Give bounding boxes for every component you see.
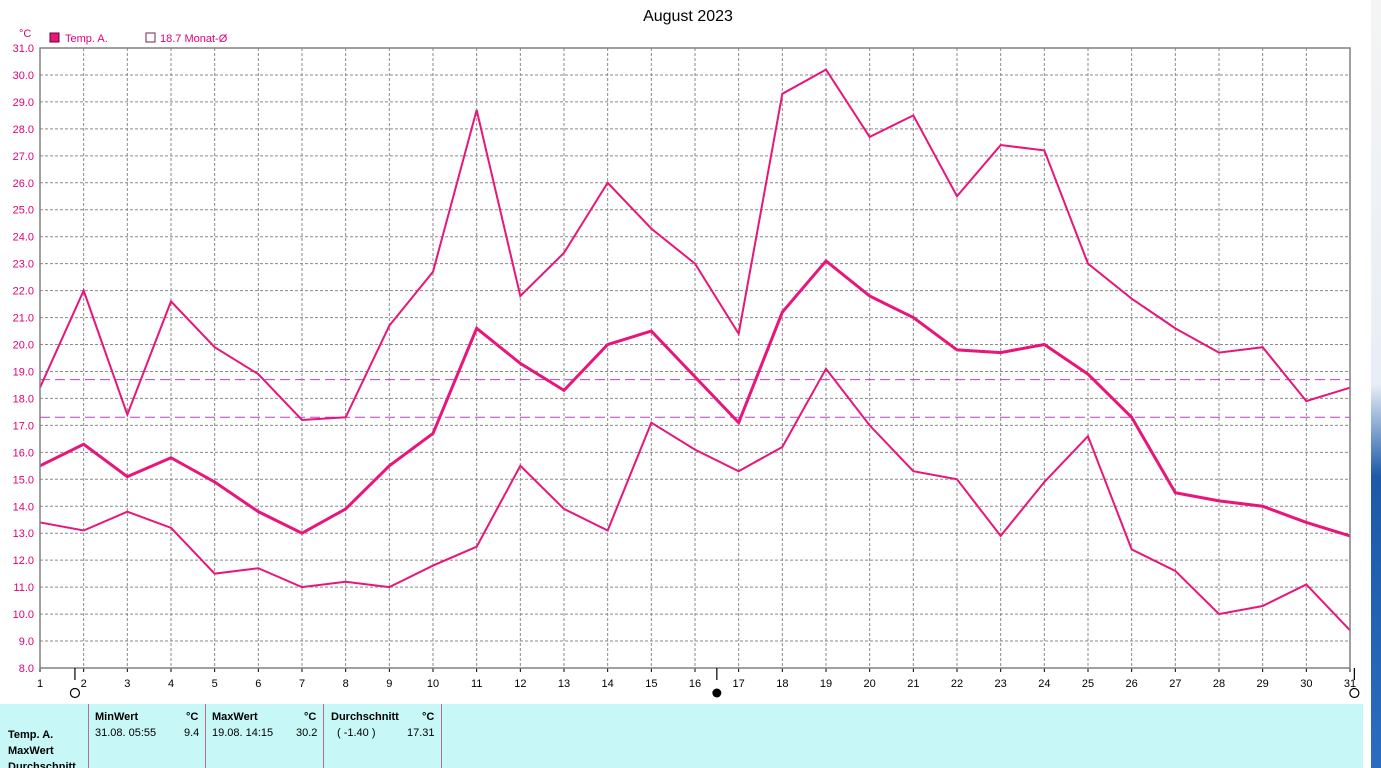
x-tick-label: 7 <box>299 678 305 690</box>
y-tick-label: 10.0 <box>13 609 34 621</box>
x-tick-label: 31 <box>1344 678 1356 690</box>
min-datetime: 31.08. 05:55 <box>95 727 157 739</box>
grid <box>40 48 1350 668</box>
new-moon-icon <box>712 688 722 698</box>
y-tick-label: 29.0 <box>13 97 34 109</box>
max-unit: °C <box>304 711 317 723</box>
y-tick-label: 28.0 <box>13 124 34 136</box>
plot-frame <box>39 47 1351 669</box>
full-moon-icon <box>1349 687 1360 699</box>
chart-title: August 2023 <box>643 8 733 25</box>
y-tick-label: 31.0 <box>13 43 34 55</box>
legend: Temp. A. 18.7 Monat-Ø <box>49 32 228 45</box>
x-tick-label: 18 <box>776 678 788 690</box>
moon-markers <box>69 687 1360 699</box>
x-tick-label: 19 <box>820 678 832 690</box>
x-tick-label: 9 <box>386 678 392 690</box>
x-tick-label: 8 <box>343 678 349 690</box>
x-tick-label: 16 <box>689 678 701 690</box>
tick-labels: 8.09.010.011.012.013.014.015.016.017.018… <box>13 43 1357 690</box>
y-tick-label: 22.0 <box>13 286 34 298</box>
y-tick-label: 27.0 <box>13 151 34 163</box>
x-tick-label: 12 <box>514 678 526 690</box>
y-tick-label: 15.0 <box>13 474 34 486</box>
max-value: 30.2 <box>296 727 318 739</box>
x-tick-label: 11 <box>471 678 482 690</box>
avg-header: Durchschnitt <box>331 711 399 723</box>
y-tick-label: 18.0 <box>13 393 34 405</box>
x-tick-label: 26 <box>1126 678 1138 690</box>
axes <box>39 47 1355 680</box>
stats-panel: Temp. A. MaxWert Durchschnitt MinWert °C… <box>0 704 1363 768</box>
series-lines <box>39 68 1351 631</box>
row-label-avg: Durchschnitt <box>8 761 76 768</box>
y-tick-label: 23.0 <box>13 259 34 271</box>
x-tick-label: 10 <box>427 678 439 690</box>
x-tick-label: 3 <box>124 678 130 690</box>
y-tick-label: 11.0 <box>13 582 34 594</box>
y-tick-label: 8.0 <box>19 663 34 675</box>
avg-unit: °C <box>422 711 435 723</box>
avg-value: 17.31 <box>407 727 435 739</box>
temperature-chart: 8.09.010.011.012.013.014.015.016.017.018… <box>13 8 1360 699</box>
x-tick-label: 5 <box>212 678 218 690</box>
y-tick-label: 26.0 <box>13 178 34 190</box>
y-tick-label: 20.0 <box>13 340 34 352</box>
max-datetime: 19.08. 14:15 <box>212 727 274 739</box>
x-tick-label: 6 <box>255 678 261 690</box>
stats-row-labels: Temp. A. MaxWert Durchschnitt <box>8 727 76 768</box>
min-header: MinWert <box>95 711 139 723</box>
x-tick-label: 25 <box>1082 678 1094 690</box>
legend-label-month-avg: 18.7 Monat-Ø <box>160 33 228 45</box>
x-tick-label: 14 <box>602 678 614 690</box>
stats-col-max: MaxWert °C 19.08. 14:15 30.2 <box>205 704 324 768</box>
x-tick-label: 24 <box>1038 678 1050 690</box>
y-tick-label: 12.0 <box>13 555 34 567</box>
y-tick-label: 30.0 <box>13 70 34 82</box>
row-label-temp: Temp. A. <box>8 729 54 741</box>
x-tick-label: 1 <box>37 678 43 690</box>
max-header: MaxWert <box>212 711 258 723</box>
x-tick-label: 22 <box>951 678 963 690</box>
x-tick-label: 20 <box>864 678 876 690</box>
y-tick-label: 13.0 <box>13 528 34 540</box>
x-tick-label: 15 <box>645 678 657 690</box>
stats-col-divider <box>441 704 442 768</box>
y-tick-label: 17.0 <box>13 420 34 432</box>
y-tick-label: 14.0 <box>13 501 34 513</box>
stats-col-avg: Durchschnitt °C ( -1.40 ) 17.31 <box>323 704 442 768</box>
row-label-max: MaxWert <box>8 745 54 757</box>
x-tick-label: 13 <box>558 678 570 690</box>
reference-lines <box>40 379 1350 418</box>
series-line-average <box>39 258 1351 538</box>
full-moon-icon <box>69 687 81 699</box>
series-line-max <box>39 68 1351 422</box>
x-tick-label: 4 <box>168 678 174 690</box>
y-tick-label: 9.0 <box>19 636 34 648</box>
x-tick-label: 17 <box>733 678 745 690</box>
avg-deviation: ( -1.40 ) <box>337 727 376 739</box>
y-tick-label: 16.0 <box>13 447 34 459</box>
y-tick-label: 24.0 <box>13 232 34 244</box>
series-line-min <box>39 366 1351 631</box>
y-axis-unit: °C <box>19 28 31 40</box>
legend-label-temp: Temp. A. <box>65 33 108 45</box>
x-tick-label: 30 <box>1300 678 1312 690</box>
stats-col-min: MinWert °C 31.08. 05:55 9.4 <box>88 704 206 768</box>
y-tick-label: 25.0 <box>13 205 34 217</box>
x-tick-label: 27 <box>1169 678 1181 690</box>
x-tick-label: 28 <box>1213 678 1225 690</box>
y-tick-label: 21.0 <box>13 313 34 325</box>
x-tick-label: 21 <box>907 678 919 690</box>
window-edge-strip <box>1371 0 1381 768</box>
x-tick-label: 2 <box>81 678 87 690</box>
x-tick-label: 23 <box>995 678 1007 690</box>
legend-swatch-month-avg <box>145 32 156 43</box>
x-tick-label: 29 <box>1257 678 1269 690</box>
y-tick-label: 19.0 <box>13 366 34 378</box>
min-unit: °C <box>186 711 199 723</box>
min-value: 9.4 <box>184 727 200 739</box>
legend-swatch-temp <box>49 32 60 43</box>
